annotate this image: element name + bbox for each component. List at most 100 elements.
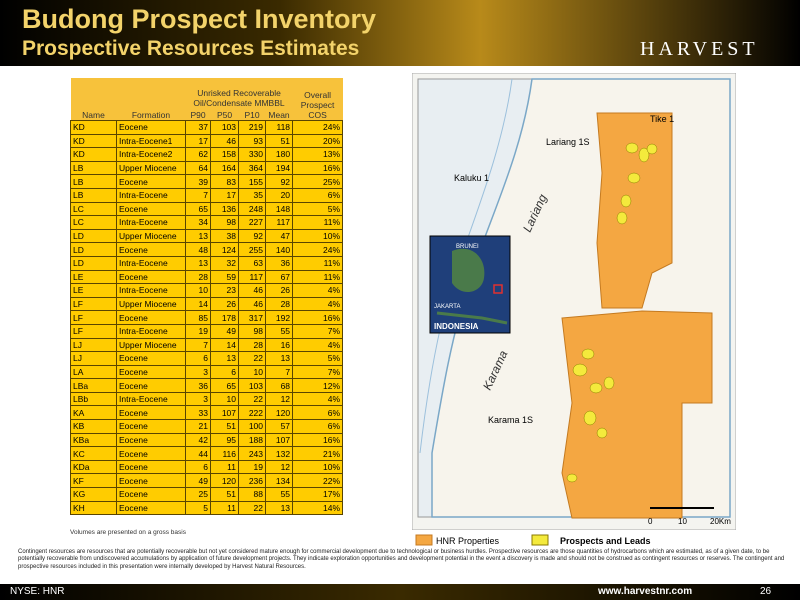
table-cell: LBa [70, 378, 117, 393]
table-cell: 46 [210, 133, 239, 149]
table-cell: 222 [238, 405, 266, 421]
table-cell: LB [70, 187, 117, 203]
table-cell: 10 [185, 283, 211, 298]
table-cell: LD [70, 242, 117, 257]
table-cell: 4% [292, 296, 344, 312]
table-cell: Eocene [116, 364, 186, 380]
table-cell: LE [70, 269, 117, 285]
table-cell: 48 [185, 242, 211, 257]
table-cell: 117 [238, 269, 266, 285]
header: Budong Prospect Inventory Prospective Re… [0, 0, 800, 66]
table-note: Volumes are presented on a gross basis [70, 529, 186, 536]
table-cell: 26 [264, 283, 294, 298]
table-cell: 92 [264, 174, 294, 189]
table-cell: 93 [238, 133, 266, 149]
table-cell: Intra-Eocene [116, 283, 186, 298]
table-cell: 317 [238, 310, 266, 325]
table-cell: 59 [210, 269, 239, 285]
table-cell: 148 [264, 201, 294, 217]
well-label: Karama 1S [488, 415, 533, 425]
column-header: Mean [265, 108, 293, 121]
table-cell: Eocene [116, 310, 186, 325]
inset-label: JAKARTA [434, 304, 460, 310]
table-row: LF Intra-Eocene 19 49 98 55 7% [70, 323, 344, 339]
table-row: KA Eocene 33 107 222 120 6% [70, 405, 344, 421]
table-cell: 38 [210, 228, 239, 244]
ticker: NYSE: HNR [10, 586, 65, 597]
column-header: Overall Prospect COS [292, 78, 343, 121]
table-cell: 103 [238, 378, 266, 393]
table-cell: 88 [238, 487, 266, 502]
table-cell: 120 [210, 473, 239, 489]
table-cell: 134 [264, 473, 294, 489]
table-cell: LB [70, 174, 117, 189]
table-cell: Intra-Eocene2 [116, 147, 186, 162]
table-cell: 3 [185, 364, 211, 380]
table-cell: 6% [292, 419, 344, 434]
table-cell: 5% [292, 201, 344, 217]
table-cell: 16% [292, 160, 344, 176]
table-cell: 98 [210, 215, 239, 230]
table-cell: 11% [292, 269, 344, 285]
table-row: LB Eocene 39 83 155 92 25% [70, 174, 344, 189]
disclaimer: Contingent resources are resources that … [18, 549, 785, 570]
table-cell: Upper Miocene [116, 160, 186, 176]
column-header: Name [70, 78, 117, 121]
table-cell: 4% [292, 337, 344, 353]
table-cell: 243 [238, 446, 266, 461]
well-label: Tike 1 [650, 114, 674, 124]
table-cell: 14% [292, 500, 344, 516]
table-cell: 4% [292, 391, 344, 407]
table-cell: 7 [185, 187, 211, 203]
table-cell: 85 [185, 310, 211, 325]
table-cell: Intra-Eocene [116, 215, 186, 230]
table-row: LC Intra-Eocene 34 98 227 117 11% [70, 215, 344, 230]
inset-label: INDONESIA [434, 322, 479, 331]
table-cell: Eocene [116, 419, 186, 434]
title: Budong Prospect Inventory [22, 4, 377, 34]
table-row: KB Eocene 21 51 100 57 6% [70, 419, 344, 434]
table-cell: LF [70, 296, 117, 312]
table-row: LA Eocene 3 6 10 7 7% [70, 364, 344, 380]
table-cell: 22 [238, 500, 266, 516]
table-cell: 65 [185, 201, 211, 217]
table-cell: LF [70, 323, 117, 339]
table-cell: 35 [238, 187, 266, 203]
table-cell: LD [70, 228, 117, 244]
table-cell: 11 [210, 500, 239, 516]
table-cell: 47 [264, 228, 294, 244]
table-cell: 219 [238, 120, 266, 135]
table-cell: 6% [292, 187, 344, 203]
table-cell: 23 [210, 283, 239, 298]
table-cell: LJ [70, 351, 117, 366]
table-cell: 51 [210, 487, 239, 502]
table-cell: 194 [264, 160, 294, 176]
table-cell: 21 [185, 419, 211, 434]
column-header: Unrisked Recoverable Oil/Condensate MMBB… [185, 78, 293, 108]
table-cell: 13 [264, 500, 294, 516]
footer: NYSE: HNR www.harvestnr.com 26 [0, 584, 800, 600]
table-cell: Eocene [116, 378, 186, 393]
table-cell: 100 [238, 419, 266, 434]
table-cell: Eocene [116, 269, 186, 285]
table-cell: LB [70, 160, 117, 176]
table-cell: 155 [238, 174, 266, 189]
table-row: KDa Eocene 6 11 19 12 10% [70, 459, 344, 475]
well-label: Kaluku 1 [454, 173, 489, 183]
table-cell: 39 [185, 174, 211, 189]
table-cell: 13 [185, 228, 211, 244]
table-row: LD Upper Miocene 13 38 92 47 10% [70, 228, 344, 244]
table-cell: 10% [292, 228, 344, 244]
table-cell: 236 [238, 473, 266, 489]
table-cell: 364 [238, 160, 266, 176]
table-cell: 17% [292, 487, 344, 502]
table-cell: Eocene [116, 174, 186, 189]
table-cell: 95 [210, 432, 239, 448]
table-cell: KH [70, 500, 117, 516]
table-row: LJ Eocene 6 13 22 13 5% [70, 351, 344, 366]
table-cell: 51 [264, 133, 294, 149]
table-row: LF Eocene 85 178 317 192 16% [70, 310, 344, 325]
table-row: KG Eocene 25 51 88 55 17% [70, 487, 344, 502]
table-cell: 107 [210, 405, 239, 421]
table-cell: 227 [238, 215, 266, 230]
